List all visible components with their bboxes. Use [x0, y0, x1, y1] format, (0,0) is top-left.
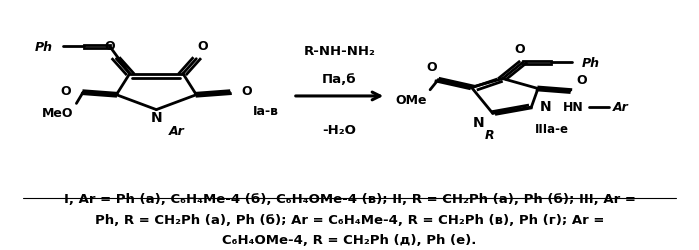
Text: Ar: Ar — [168, 124, 184, 138]
Text: N: N — [150, 111, 162, 125]
Text: OMe: OMe — [396, 93, 427, 106]
Text: O: O — [104, 40, 115, 52]
Text: O: O — [514, 43, 525, 56]
Text: O: O — [426, 61, 437, 74]
Text: N: N — [473, 115, 484, 129]
Text: C₆H₄OMe-4, R = CH₂Ph (д), Ph (е).: C₆H₄OMe-4, R = CH₂Ph (д), Ph (е). — [222, 233, 477, 246]
Text: O: O — [60, 85, 71, 98]
Text: Па,б: Па,б — [322, 72, 356, 86]
Text: I, Ar = Ph (а), C₆H₄Me-4 (б), C₆H₄OMe-4 (в); II, R = CH₂Ph (а), Ph (б); III, Ar : I, Ar = Ph (а), C₆H₄Me-4 (б), C₆H₄OMe-4 … — [64, 192, 635, 205]
Text: IIIa-e: IIIa-e — [535, 122, 569, 136]
Text: R: R — [484, 129, 494, 142]
Text: Ph: Ph — [35, 40, 53, 53]
Text: Ph: Ph — [582, 56, 600, 70]
Text: Ia-в: Ia-в — [253, 105, 279, 118]
Text: O: O — [577, 74, 587, 87]
Text: Ph, R = CH₂Ph (а), Ph (б); Ar = C₆H₄Me-4, R = CH₂Ph (в), Ph (г); Ar =: Ph, R = CH₂Ph (а), Ph (б); Ar = C₆H₄Me-4… — [95, 214, 604, 226]
Text: O: O — [198, 40, 208, 52]
Text: MeO: MeO — [42, 106, 73, 120]
Text: N: N — [540, 100, 551, 114]
Text: Ar: Ar — [613, 101, 629, 114]
Text: -H₂O: -H₂O — [322, 124, 356, 137]
Text: O: O — [242, 85, 252, 98]
Text: R-NH-NH₂: R-NH-NH₂ — [303, 45, 375, 58]
Text: HN: HN — [563, 100, 584, 114]
